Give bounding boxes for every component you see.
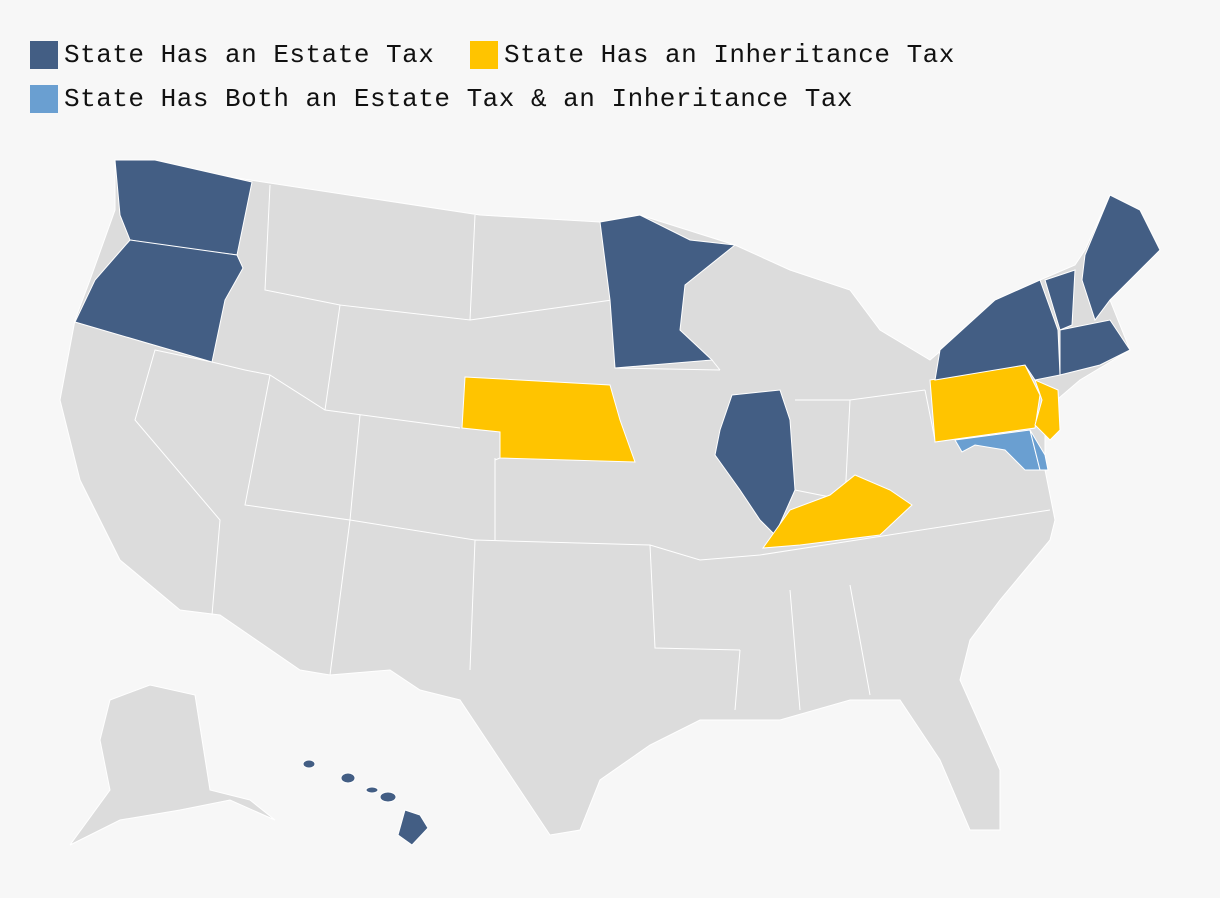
state-vermont <box>1044 269 1076 331</box>
state-new-jersey <box>1034 379 1061 441</box>
island <box>340 772 356 784</box>
alaska <box>69 684 276 846</box>
state-borders <box>134 184 1051 711</box>
state-kentucky <box>761 474 913 549</box>
state-hawaii <box>302 759 429 846</box>
legend-swatch <box>470 41 498 69</box>
state-nebraska <box>461 376 636 463</box>
state-minnesota <box>599 214 737 369</box>
state-maine <box>1081 194 1161 322</box>
us-mainland <box>59 159 1161 836</box>
legend-label: State Has an Estate Tax <box>64 40 435 70</box>
legend-entry: State Has Both an Estate Tax & an Inheri… <box>30 84 853 114</box>
states <box>74 159 1161 846</box>
state-new-york <box>934 279 1061 381</box>
island <box>379 791 397 803</box>
legend-label: State Has an Inheritance Tax <box>504 40 955 70</box>
legend-entry: State Has an Inheritance Tax <box>470 40 955 70</box>
legend-swatch <box>30 41 58 69</box>
state-delaware <box>1029 429 1049 471</box>
state-southern-new-england <box>1059 319 1131 376</box>
island <box>397 809 429 846</box>
border <box>134 184 1051 711</box>
state-illinois <box>714 389 796 536</box>
island <box>365 786 379 794</box>
legend-label: State Has Both an Estate Tax & an Inheri… <box>64 84 854 114</box>
state-oregon <box>74 239 244 363</box>
legend-swatch <box>30 85 58 113</box>
island <box>302 759 316 769</box>
legend-entry: State Has an Estate Tax <box>30 40 434 70</box>
